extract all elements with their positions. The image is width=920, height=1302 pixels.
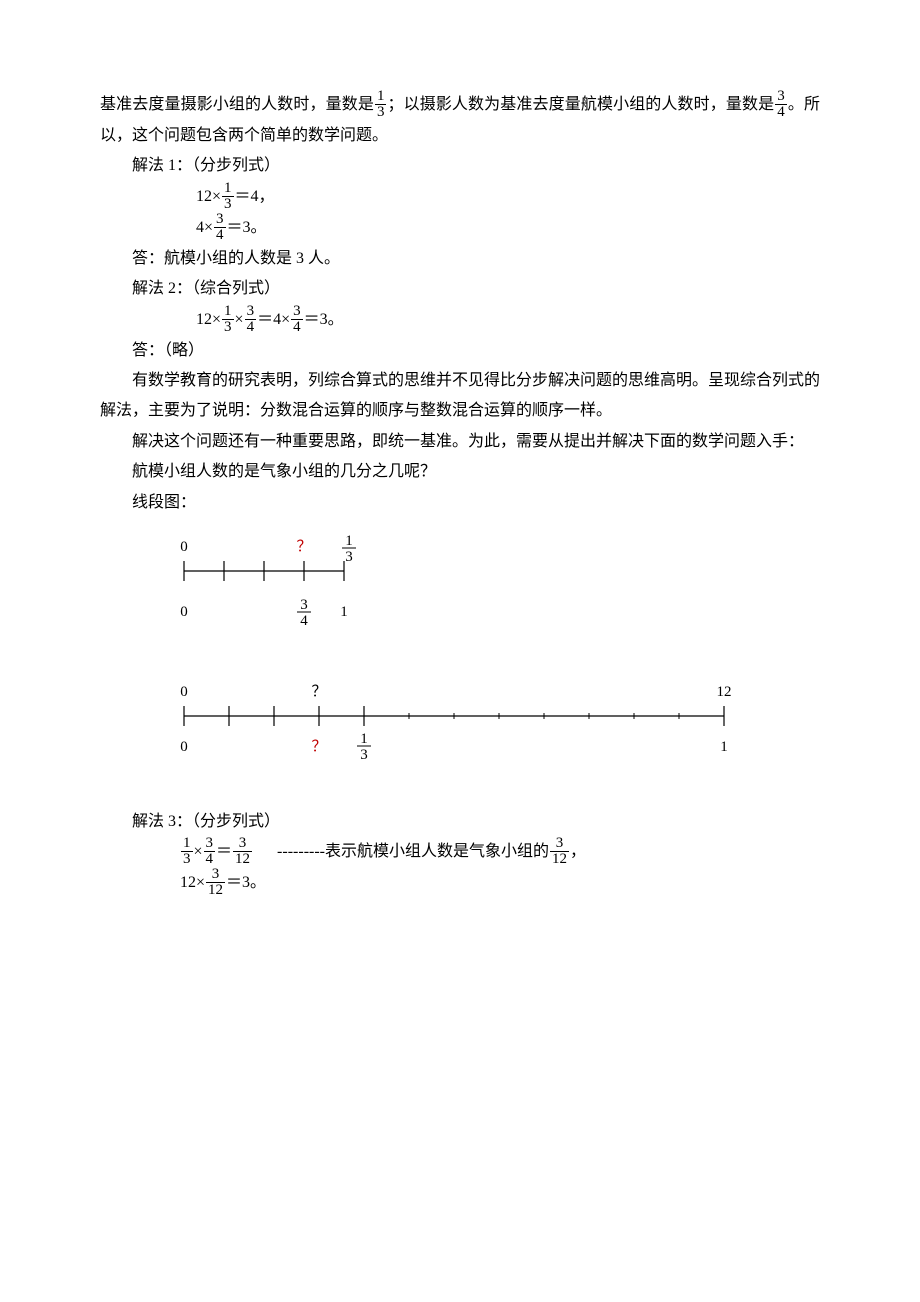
d2-bot-right-label: 1: [720, 739, 728, 755]
sol2-title: 解法 2：（综合列式）: [100, 274, 820, 304]
sol1-line1: 12×13＝4，: [196, 182, 820, 213]
para-4: 航模小组人数的是气象小组的几分之几呢？: [100, 457, 820, 487]
sol3-l1-note-frac: 312: [550, 836, 569, 867]
line-diagram-1: 0 ？ 1 3 0 3 4 1: [164, 526, 820, 657]
line-diagram-2: 0 ？ 12 0 ？ 1 3 1: [164, 671, 820, 792]
d2-bot-frac-num: 1: [360, 731, 368, 747]
sol2-l1-b: ×: [235, 311, 244, 328]
d1-bot-frac-den: 4: [300, 613, 308, 629]
d1-top-frac-den: 3: [345, 549, 353, 565]
sol3-l2-b: ＝3。: [226, 874, 266, 891]
sol2-line1: 12×13×34＝4×34＝3。: [196, 305, 820, 336]
sol3-l1-note-a: 表示航模小组人数是气象小组的: [325, 837, 549, 867]
d1-top-q: ？: [296, 539, 311, 555]
para-5: 线段图：: [100, 488, 820, 518]
d1-bot-left-label: 0: [180, 604, 188, 620]
sol3-l2-frac: 312: [206, 867, 225, 898]
sol2-l1-frac2: 34: [245, 304, 257, 335]
sol3-l1-note-b: ，: [570, 837, 586, 867]
para-3: 解决这个问题还有一种重要思路，即统一基准。为此，需要从提出并解决下面的数学问题入…: [100, 427, 820, 457]
sol1-l1-a: 12×: [196, 188, 221, 205]
sol2-l1-frac3: 34: [291, 304, 303, 335]
sol1-title: 解法 1：（分步列式）: [100, 151, 820, 181]
d1-top-left-label: 0: [180, 539, 188, 555]
p1-text-b: ；以摄影人数为基准去度量航模小组的人数时，量数是: [387, 96, 774, 113]
para-1: 基准去度量摄影小组的人数时，量数是13；以摄影人数为基准去度量航模小组的人数时，…: [100, 90, 820, 151]
d2-bot-frac-den: 3: [360, 747, 368, 763]
p1-frac1: 13: [375, 89, 387, 120]
d2-top-q: ？: [311, 684, 326, 700]
d2-top-left-label: 0: [180, 684, 188, 700]
sol3-l1-frac1: 13: [181, 836, 193, 867]
sol1-answer: 答：航模小组的人数是 3 人。: [100, 244, 820, 274]
p1-frac2: 34: [775, 89, 787, 120]
d2-bot-left-label: 0: [180, 739, 188, 755]
sol2-l1-frac1: 13: [222, 304, 234, 335]
p1-text-a: 基准去度量摄影小组的人数时，量数是: [100, 96, 374, 113]
sol2-l1-d: ＝3。: [304, 311, 344, 328]
d2-top-right-label: 12: [717, 684, 732, 700]
sol3-l1-a: ×: [194, 837, 203, 867]
d2-bot-q: ？: [311, 739, 326, 755]
sol1-l1-frac: 13: [222, 181, 234, 212]
sol3-l1-dash: ---------: [277, 837, 325, 867]
sol3-l1-frac2: 34: [204, 836, 216, 867]
d1-bot-frac-num: 3: [300, 597, 308, 613]
sol1-l2-b: ＝3。: [227, 219, 267, 236]
para-2: 有数学教育的研究表明，列综合算式的思维并不见得比分步解决问题的思维高明。呈现综合…: [100, 366, 820, 427]
sol3-l1-b: ＝: [216, 837, 232, 867]
sol2-l1-a: 12×: [196, 311, 221, 328]
sol3-line1: 13 × 34 ＝ 312 --------- 表示航模小组人数是气象小组的 3…: [180, 837, 820, 868]
sol1-l2-frac: 34: [214, 212, 226, 243]
sol1-line2: 4×34＝3。: [196, 213, 820, 244]
sol2-answer: 答：（略）: [100, 336, 820, 366]
d1-top-frac-num: 1: [345, 533, 353, 549]
sol3-l1-frac3: 312: [233, 836, 252, 867]
sol1-l2-a: 4×: [196, 219, 213, 236]
sol3-l2-a: 12×: [180, 874, 205, 891]
d1-bot-right-label: 1: [340, 604, 348, 620]
sol3-title: 解法 3：（分步列式）: [100, 807, 820, 837]
sol3-line2: 12×312＝3。: [180, 868, 820, 899]
sol2-l1-c: ＝4×: [257, 311, 290, 328]
sol1-l1-b: ＝4，: [235, 188, 275, 205]
